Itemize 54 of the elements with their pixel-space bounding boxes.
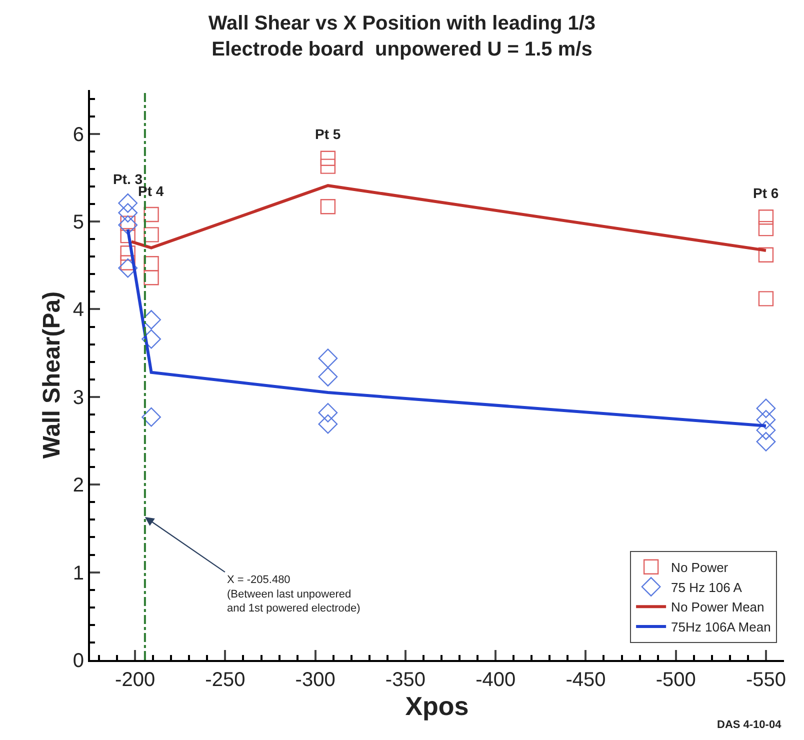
legend-label: No Power: [671, 560, 729, 575]
point: [318, 367, 338, 386]
point: [142, 407, 161, 427]
point: [142, 310, 161, 330]
point: [320, 199, 336, 214]
x-axis-title: Xpos: [405, 691, 469, 721]
point: [144, 206, 159, 222]
y-tick-label: 4: [72, 299, 84, 322]
point: [756, 420, 776, 440]
chart-title: Wall Shear vs X Position with leading 1/3 Electrode board unpowered U = 1.5 m/s: [208, 12, 596, 61]
point: [758, 291, 774, 306]
point: [120, 228, 136, 244]
y-tick-label: 6: [72, 124, 84, 146]
point: [144, 256, 159, 272]
point: [758, 247, 774, 262]
point: [118, 203, 138, 222]
point: [120, 246, 136, 261]
point: [118, 215, 138, 235]
y-tick-label: 3: [72, 386, 84, 409]
point: [142, 329, 161, 349]
annotation: Pt 6: [753, 185, 779, 201]
x-tick-label: -550: [746, 669, 786, 691]
point: [318, 348, 338, 368]
point: [758, 220, 774, 236]
point: [758, 210, 774, 225]
x-tick-label: -200: [115, 669, 156, 691]
legend-label: 75 Hz 106 A: [671, 580, 742, 595]
y-tick-label: 2: [72, 474, 84, 497]
x-tick-label: -250: [205, 669, 246, 691]
y-axis-title: Wall Shear(Pa): [38, 291, 66, 459]
x-tick-label: -500: [656, 669, 696, 691]
x-tick-label: -400: [476, 669, 516, 691]
point: [320, 158, 336, 174]
text: DAS 4-10-04: [717, 719, 782, 731]
point: [144, 227, 159, 242]
point: [144, 270, 159, 286]
point: [756, 410, 776, 430]
point: [318, 403, 338, 422]
point: [118, 258, 138, 278]
point: [118, 193, 138, 213]
annotation: Pt 5: [315, 126, 341, 142]
y-tick-label: 0: [72, 650, 84, 672]
legend-label: 75Hz 106A Mean: [671, 620, 771, 635]
point: [756, 432, 776, 452]
annotation: X = -205.480 (Between last unpowered and 1st powered electrode): [227, 574, 360, 615]
point: [318, 414, 338, 434]
point: [320, 150, 336, 166]
point: [756, 398, 776, 418]
x-tick-label: -300: [295, 669, 336, 691]
y-tick-label: 5: [72, 212, 84, 234]
x-tick-label: -350: [385, 669, 426, 691]
y-tick-label: 1: [72, 562, 84, 584]
x-tick-label: -450: [566, 669, 606, 691]
legend-label: No Power Mean: [671, 600, 764, 615]
